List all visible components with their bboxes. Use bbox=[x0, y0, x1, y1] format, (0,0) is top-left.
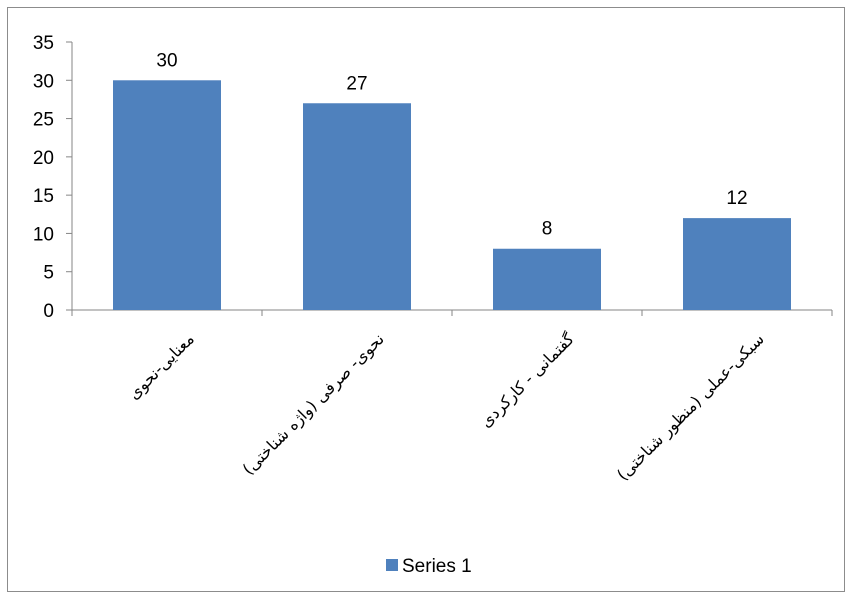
y-tick-label: 20 bbox=[33, 148, 54, 169]
legend-label: Series 1 bbox=[402, 556, 472, 577]
category-labels: معنایی-نحوی نحوی- صرفی (واژه شناختی) گفتما… bbox=[124, 329, 768, 485]
data-label: 30 bbox=[156, 50, 177, 71]
legend: Series 1 bbox=[386, 556, 472, 577]
y-tick-label: 5 bbox=[43, 263, 54, 284]
y-tick-label: 10 bbox=[33, 224, 54, 245]
data-label: 8 bbox=[542, 219, 553, 240]
y-axis: 0 5 10 15 20 25 30 35 bbox=[33, 33, 73, 322]
bar bbox=[303, 103, 411, 310]
bar bbox=[683, 218, 791, 310]
y-tick-label: 35 bbox=[33, 33, 54, 54]
y-tick-label: 15 bbox=[33, 186, 54, 207]
legend-swatch bbox=[386, 559, 398, 571]
bar bbox=[113, 80, 221, 311]
data-label: 27 bbox=[346, 73, 367, 94]
category-label: نحوی- صرفی (واژه شناختی) bbox=[239, 329, 389, 479]
data-label: 12 bbox=[726, 188, 747, 209]
y-tick-label: 30 bbox=[33, 71, 54, 92]
y-tick-label: 25 bbox=[33, 110, 54, 131]
bar bbox=[493, 248, 601, 310]
category-label: سبکی-عملی (منظور شناختی) bbox=[613, 329, 769, 485]
category-label: گفتمانی - کارکردی bbox=[476, 329, 579, 432]
data-labels: 30 27 8 12 bbox=[156, 50, 747, 239]
category-label: معنایی-نحوی bbox=[124, 329, 198, 403]
bars bbox=[113, 80, 791, 311]
y-tick-label: 0 bbox=[43, 301, 54, 322]
x-axis bbox=[71, 309, 833, 316]
